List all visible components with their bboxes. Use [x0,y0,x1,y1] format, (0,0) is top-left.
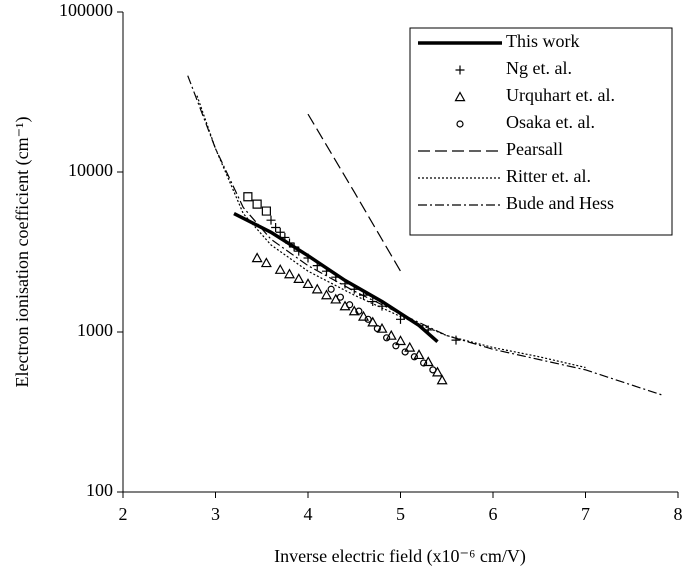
marker [275,227,285,237]
x-tick-label: 2 [119,504,128,524]
marker [260,257,272,268]
marker [383,334,391,342]
marker [331,272,341,282]
marker [404,341,416,352]
marker [266,215,276,225]
marker [455,65,465,75]
marker [320,289,333,300]
marker [303,253,313,263]
marker [392,342,400,350]
marker [327,285,335,293]
marker [294,246,304,256]
x-tick-label: 6 [489,504,498,524]
marker [422,356,434,367]
marker [401,348,409,356]
legend-label: Bude and Hess [506,193,614,213]
marker [340,279,350,289]
marker [364,315,372,323]
marker [243,192,253,202]
marker [373,325,381,333]
y-tick-label: 100 [86,480,113,500]
series-line [307,113,402,272]
x-tick-label: 3 [211,504,220,524]
x-axis-label: Inverse electric field (x10⁻⁶ cm/V) [274,546,526,567]
legend-label: This work [506,31,580,51]
marker [355,307,363,315]
marker [285,238,294,248]
marker [293,273,305,284]
marker [456,120,464,128]
marker [261,206,271,216]
marker [376,322,388,333]
x-tick-label: 4 [304,504,313,524]
marker [451,335,461,345]
marker [312,261,322,271]
legend-label: Ritter et. al. [506,166,591,186]
marker [251,252,263,263]
marker [271,222,281,232]
y-tick-label: 1000 [77,320,113,340]
x-tick-label: 5 [396,504,405,524]
marker [330,293,342,304]
series-line [187,75,665,397]
marker [431,366,444,377]
y-axis-label: Electron ionisation coefficient (cm⁻¹) [12,117,33,388]
marker [322,266,331,276]
marker [429,366,437,374]
marker [436,374,448,385]
marker [283,268,296,279]
legend-label: Urquhart et. al. [506,85,615,105]
marker [280,232,290,242]
y-tick-label: 10000 [68,160,113,180]
legend-label: Osaka et. al. [506,112,595,132]
legend-label: Ng et. al. [506,58,572,78]
marker [311,283,323,294]
marker [454,91,466,102]
marker [420,359,428,367]
x-tick-label: 8 [674,504,683,524]
marker [252,199,262,209]
marker [302,278,314,289]
marker [336,293,344,301]
marker [410,353,418,361]
marker [339,300,351,311]
marker [394,335,407,346]
x-tick-label: 7 [581,504,590,524]
legend-box [409,27,673,236]
legend-label: Pearsall [506,139,563,159]
marker [348,305,360,316]
marker [274,263,286,274]
marker [289,242,299,252]
y-tick-label: 100000 [59,0,113,20]
marker [357,310,370,321]
marker [346,301,354,309]
